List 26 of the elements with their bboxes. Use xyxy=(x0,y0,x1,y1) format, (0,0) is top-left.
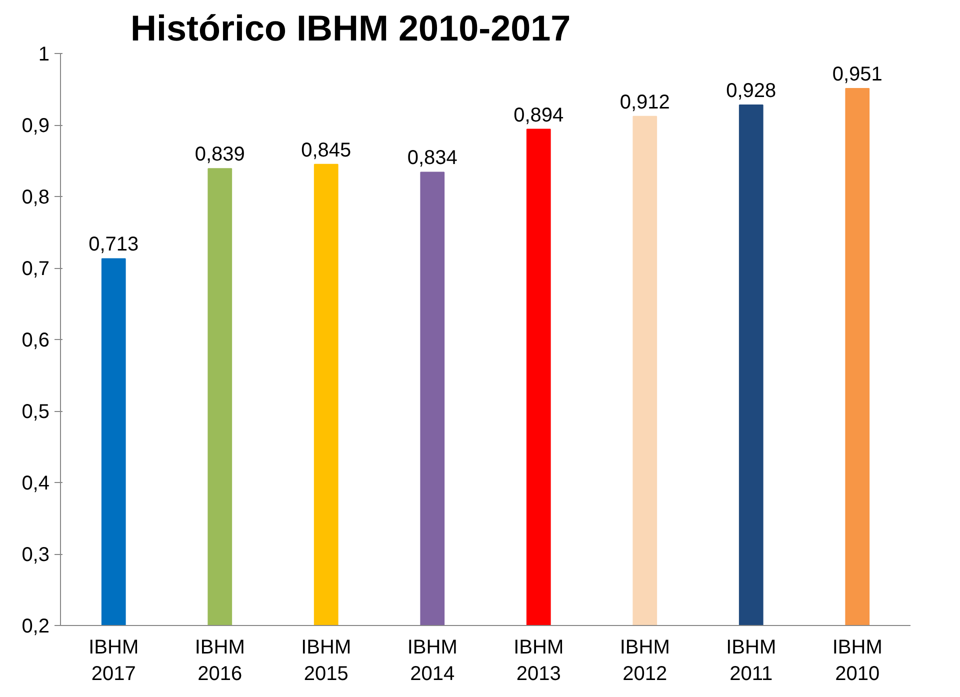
x-tick-label: IBHM 2014 xyxy=(407,636,458,685)
y-tick-label: 0,6 xyxy=(22,330,50,352)
y-tick-label: 0,4 xyxy=(22,472,50,494)
x-tick-label: IBHM 2015 xyxy=(301,636,352,685)
data-label: 0,713 xyxy=(88,234,139,256)
data-label: 0,928 xyxy=(726,80,776,102)
x-tick-label: IBHM 2013 xyxy=(514,636,564,685)
x-tick-label: IBHM 2016 xyxy=(194,636,245,685)
x-tick-label: IBHM 2012 xyxy=(620,636,670,685)
x-tick-label: IBHM 2010 xyxy=(832,636,882,685)
data-label: 0,834 xyxy=(407,147,458,170)
y-tick-label: 0,5 xyxy=(22,401,50,423)
data-label: 0,894 xyxy=(514,104,564,126)
y-tick-label: 1 xyxy=(38,44,50,66)
x-tick-label: IBHM 2011 xyxy=(726,636,776,685)
data-label: 0,912 xyxy=(620,91,670,114)
y-tick-label: 0,2 xyxy=(22,616,50,638)
y-tick-label: 0,8 xyxy=(22,186,50,208)
chart-title: Histórico IBHM 2010-2017 xyxy=(130,8,571,48)
data-label: 0,845 xyxy=(301,139,352,162)
data-label: 0,951 xyxy=(832,64,882,86)
data-label: 0,839 xyxy=(194,144,245,166)
y-tick-label: 0,7 xyxy=(22,258,50,280)
y-tick-label: 0,3 xyxy=(22,544,50,566)
x-tick-label: IBHM 2017 xyxy=(88,636,139,685)
y-tick-label: 0,9 xyxy=(22,115,50,137)
